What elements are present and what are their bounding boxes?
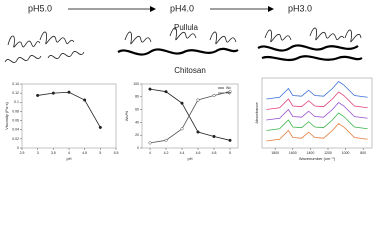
point	[148, 87, 152, 91]
x-tick-label: 4.4	[180, 151, 185, 155]
y-tick-label: 0.04	[12, 128, 19, 132]
chain	[257, 44, 363, 62]
y-tick-label: 60	[135, 108, 139, 112]
arrow-head	[150, 6, 156, 12]
x-tick-label: 800	[360, 151, 366, 155]
y-tick-label: 0.02	[12, 137, 19, 141]
y-tick-label: 0	[137, 146, 139, 150]
x-tick-label: 1200	[324, 151, 332, 155]
chain	[117, 47, 239, 56]
y-tick-label: 0.14	[12, 82, 19, 86]
plot-frame	[261, 77, 373, 149]
stage-label: pH4.0	[170, 3, 194, 13]
y-tick-label: 0.08	[12, 109, 19, 113]
plot-frame	[141, 83, 239, 149]
stage-label: pH5.0	[28, 3, 52, 13]
y-tick-label: 100	[133, 82, 139, 86]
x-axis-label: pH	[66, 156, 71, 161]
x-tick-label: 4	[68, 151, 70, 155]
point	[98, 125, 102, 129]
series-line	[266, 101, 368, 121]
series-line	[266, 80, 368, 100]
y-tick-label: 0	[17, 146, 19, 150]
y-tick-label: 0.12	[12, 91, 19, 95]
y-tick-label: 80	[135, 95, 139, 99]
series-line	[266, 91, 368, 110]
x-tick-label: 3	[37, 151, 39, 155]
coil	[7, 31, 75, 48]
point	[83, 98, 87, 102]
x-tick-label: 1800	[271, 151, 279, 155]
page: pH5.0 pH4.0 pH3.0 Pullula Chitosan 2.5 3 3…	[4, 3, 373, 162]
chain	[4, 51, 85, 63]
x-tick-label: 4.6	[196, 151, 201, 155]
x-tick-label: 5	[229, 151, 231, 155]
y-tick-label: 20	[135, 133, 139, 137]
y-tick-label: 0.1	[14, 100, 19, 104]
y-tick-label: 40	[135, 120, 139, 124]
coil	[264, 27, 362, 43]
point	[148, 141, 152, 145]
x-tick-label: 1400	[307, 151, 315, 155]
chitosan-chains	[4, 44, 363, 63]
legend-label: Wp	[226, 91, 231, 95]
y-axis-label: Viscosity (Pa·s)	[4, 101, 9, 129]
x-tick-label: 4.5	[82, 151, 87, 155]
series-line	[266, 112, 368, 131]
arrow-head	[268, 6, 274, 12]
x-tick-label: 1000	[342, 151, 350, 155]
chitosan-label: Chitosan	[174, 66, 206, 75]
point	[212, 134, 216, 139]
point	[228, 138, 232, 142]
point	[164, 138, 168, 142]
series-line	[149, 91, 231, 144]
legend-label: Wc	[226, 86, 231, 90]
point	[212, 93, 216, 98]
point	[196, 98, 200, 102]
figure: pH5.0 pH4.0 pH3.0 Pullula Chitosan 2.5 3 3…	[4, 3, 373, 161]
x-tick-label: 4.2	[164, 151, 169, 155]
series-line	[149, 88, 231, 141]
x-tick-label: 4.8	[212, 151, 217, 155]
y-axis-label: Wc/%	[124, 110, 129, 121]
point	[36, 93, 40, 97]
x-tick-label: 5.5	[114, 151, 119, 155]
x-axis-label: pH	[187, 156, 192, 161]
point	[164, 90, 168, 94]
point	[196, 130, 200, 134]
y-tick-label: 0.06	[12, 118, 19, 122]
point	[51, 91, 55, 95]
point	[228, 90, 232, 94]
point	[180, 101, 184, 105]
x-tick-label: 2.5	[20, 151, 25, 155]
x-tick-label: 3.5	[51, 151, 56, 155]
series-line	[266, 122, 368, 142]
series-line	[37, 91, 101, 128]
pullula-label: Pullula	[174, 23, 199, 32]
pullulan-coils	[7, 27, 362, 48]
x-tick-label: 4	[149, 151, 151, 155]
x-axis-label: Wavenumber (cm⁻¹)	[299, 156, 336, 161]
x-tick-label: 5	[99, 151, 101, 155]
x-tick-label: 1600	[289, 151, 297, 155]
stage-label: pH3.0	[288, 3, 312, 13]
point	[180, 127, 184, 131]
coil	[124, 27, 237, 45]
point	[67, 90, 71, 94]
y-axis-label: Absorbance	[254, 102, 259, 124]
